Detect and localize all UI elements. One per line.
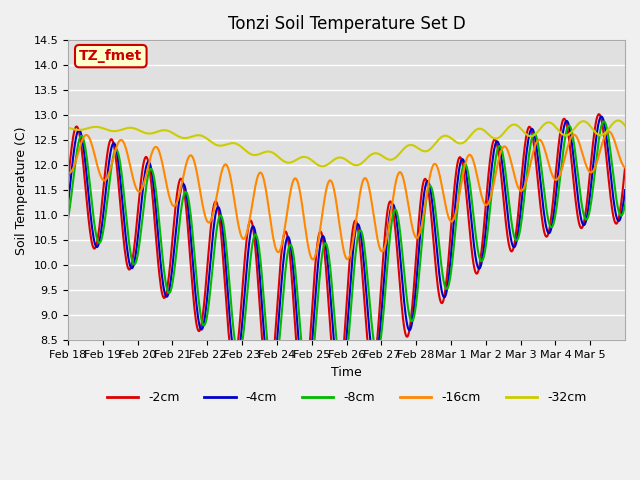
-4cm (436, 276, 444, 281)
-32cm (232, 141, 239, 146)
-32cm (318, 163, 326, 169)
-8cm (129, 261, 137, 267)
-2cm (129, 251, 137, 257)
-16cm (280, 228, 288, 233)
-4cm (129, 263, 137, 269)
-8cm (64, 216, 72, 222)
-8cm (621, 202, 629, 207)
-4cm (232, 358, 239, 364)
-16cm (436, 173, 444, 179)
Line: -32cm: -32cm (68, 120, 625, 166)
-16cm (404, 204, 412, 210)
Line: -16cm: -16cm (68, 132, 625, 260)
-16cm (129, 177, 137, 182)
-32cm (436, 135, 444, 141)
-2cm (280, 230, 288, 236)
-2cm (436, 296, 444, 302)
-32cm (621, 123, 629, 129)
-32cm (404, 143, 412, 148)
-8cm (232, 345, 239, 350)
X-axis label: Time: Time (331, 366, 362, 379)
-16cm (260, 175, 268, 181)
Text: TZ_fmet: TZ_fmet (79, 49, 143, 63)
-32cm (64, 125, 72, 131)
-16cm (64, 169, 72, 175)
-4cm (280, 249, 288, 255)
-32cm (129, 125, 137, 131)
-2cm (300, 395, 307, 401)
-16cm (309, 257, 317, 263)
-4cm (260, 322, 268, 328)
-4cm (301, 390, 309, 396)
-2cm (260, 354, 268, 360)
-2cm (232, 356, 239, 361)
-8cm (436, 249, 444, 255)
-8cm (600, 119, 608, 124)
Title: Tonzi Soil Temperature Set D: Tonzi Soil Temperature Set D (228, 15, 465, 33)
-4cm (597, 114, 605, 120)
-16cm (232, 206, 239, 212)
Line: -4cm: -4cm (68, 117, 625, 393)
-2cm (404, 331, 412, 336)
-32cm (260, 150, 268, 156)
-32cm (280, 159, 288, 165)
-4cm (404, 327, 412, 333)
-2cm (64, 178, 72, 184)
-2cm (621, 165, 629, 170)
-16cm (605, 129, 613, 134)
-8cm (404, 309, 412, 314)
-8cm (260, 290, 268, 296)
Legend: -2cm, -4cm, -8cm, -16cm, -32cm: -2cm, -4cm, -8cm, -16cm, -32cm (102, 386, 591, 409)
Line: -8cm: -8cm (68, 121, 625, 385)
-8cm (280, 278, 288, 284)
-2cm (595, 111, 603, 117)
Line: -2cm: -2cm (68, 114, 625, 398)
-8cm (304, 383, 312, 388)
-16cm (621, 165, 629, 170)
-32cm (614, 118, 622, 123)
-4cm (621, 187, 629, 193)
Y-axis label: Soil Temperature (C): Soil Temperature (C) (15, 126, 28, 254)
-4cm (64, 201, 72, 207)
